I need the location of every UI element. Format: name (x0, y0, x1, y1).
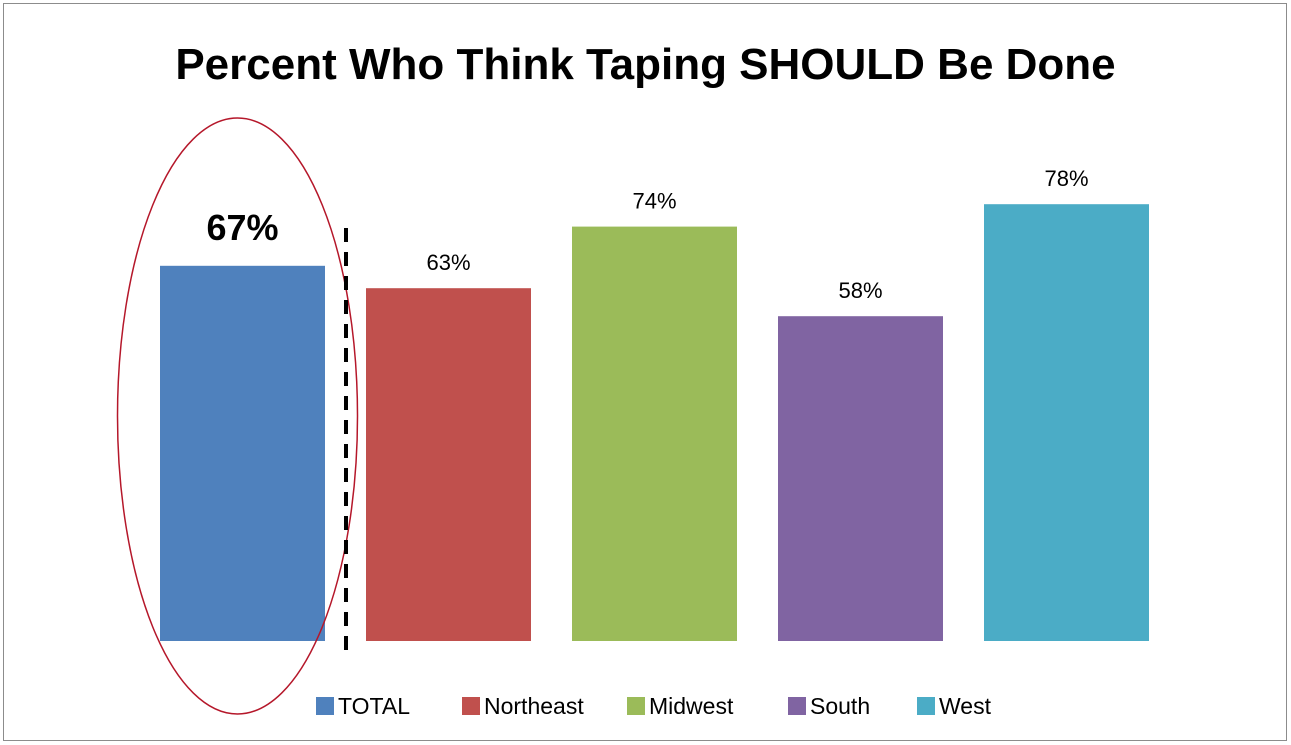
legend-label-total: TOTAL (338, 693, 410, 719)
data-label-total: 67% (206, 207, 278, 248)
legend-swatch-northeast (462, 697, 480, 715)
annotation-layer (116, 117, 359, 715)
data-label-midwest: 74% (632, 189, 676, 214)
bar-west (984, 204, 1149, 641)
highlight-ellipse (116, 117, 359, 715)
legend-swatch-west (917, 697, 935, 715)
legend-label-northeast: Northeast (484, 693, 584, 719)
legend-label-west: West (939, 693, 992, 719)
bars-layer (160, 204, 1149, 641)
legend-swatch-south (788, 697, 806, 715)
bar-south (778, 316, 943, 641)
bar-northeast (366, 288, 531, 641)
bar-total (160, 265, 325, 641)
legend-label-midwest: Midwest (649, 693, 734, 719)
data-label-west: 78% (1044, 166, 1088, 191)
chart-title: Percent Who Think Taping SHOULD Be Done (175, 40, 1116, 89)
data-label-south: 58% (838, 278, 882, 303)
legend-swatch-midwest (627, 697, 645, 715)
legend-swatch-total (316, 697, 334, 715)
data-label-northeast: 63% (426, 250, 470, 275)
bar-midwest (572, 226, 737, 641)
data-labels-layer: 67% 63% 74% 58% 78% (206, 166, 1088, 303)
legend: TOTAL Northeast Midwest South West (316, 693, 992, 719)
legend-label-south: South (810, 693, 870, 719)
